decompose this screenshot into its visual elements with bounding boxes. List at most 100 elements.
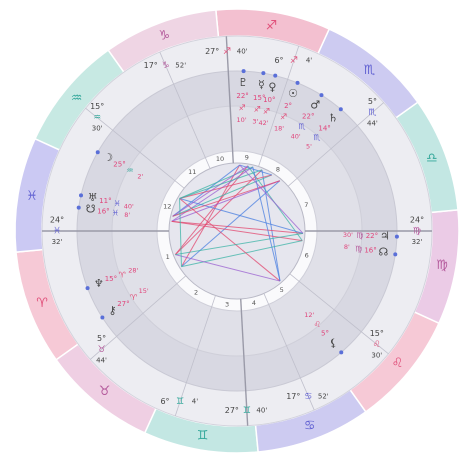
planet-sign: ♓	[112, 209, 119, 218]
planet-degree: 22°	[302, 112, 314, 120]
house-number: 10	[216, 155, 224, 163]
house-number: 2	[194, 289, 198, 297]
planet-minute: 15'	[139, 287, 149, 295]
sign-symbol: ♍	[436, 258, 448, 273]
aspect-line	[179, 198, 304, 234]
aspect-line	[261, 169, 281, 282]
planet-degree: 16°	[97, 207, 109, 215]
planet-degree: 14°	[318, 124, 330, 132]
planet-glyph: ♄	[328, 111, 338, 124]
planet-sign: ♏	[313, 133, 321, 142]
planet-glyph: ☽	[103, 151, 113, 164]
sign-symbol: ♈	[36, 296, 48, 311]
cusp-line	[289, 273, 389, 355]
planet-degree: 5°	[321, 329, 329, 337]
aspect-line	[252, 166, 281, 282]
planet-sign: ♐	[254, 105, 261, 114]
aspect-line	[174, 165, 249, 255]
planet-glyph: ♂	[310, 98, 320, 111]
planet-minute: 5'	[306, 143, 312, 151]
aspect-line	[175, 169, 263, 255]
planet-degree: 15°	[253, 94, 265, 102]
planet-glyph: ♇	[238, 76, 248, 89]
planet-glyph: ♃	[380, 229, 390, 242]
sign-symbol: ♒	[71, 91, 83, 106]
planet-minute: 2'	[137, 172, 143, 180]
planet-minute: 3'	[252, 118, 258, 126]
sign-symbol: ♊	[197, 429, 209, 444]
planet-glyph: ☿	[258, 78, 265, 91]
planet-minute: 42'	[259, 119, 269, 127]
cusp-minute: 52'	[175, 62, 186, 70]
planet-sign: ♐	[263, 107, 270, 116]
aspect-line	[172, 165, 249, 217]
cusp-minute: 52'	[318, 392, 329, 400]
planet-marker	[100, 315, 105, 320]
planet-glyph: ⚷	[108, 304, 116, 317]
sign-symbol: ♑	[158, 29, 170, 44]
cusp-degree: 17°	[144, 61, 158, 70]
aspect-line	[179, 166, 253, 199]
planet-glyph: ⚸	[329, 336, 337, 349]
cusp-minute: 30'	[371, 351, 382, 359]
planet-glyph: ☊	[379, 246, 389, 259]
cusp-minute: 4'	[192, 398, 198, 406]
cusp-degree: 6°	[160, 397, 169, 406]
planet-marker	[339, 350, 344, 355]
cusp-degree: 27°	[225, 406, 239, 415]
cusp-line	[85, 107, 185, 189]
planet-sign: ♈	[130, 293, 137, 302]
planet-marker	[85, 286, 90, 291]
cusp-line	[90, 275, 187, 360]
planet-marker	[76, 205, 81, 210]
house-number: 3	[225, 300, 229, 308]
planet-minute: 40'	[124, 202, 134, 210]
planet-sign: ♍	[355, 244, 362, 253]
cusp-degree: 15°	[90, 102, 104, 111]
cusp-line	[287, 102, 384, 187]
sign-symbol: ♌	[392, 356, 404, 371]
aspect-line	[181, 180, 281, 268]
planet-sign: ♐	[238, 104, 245, 113]
planet-degree: 16°	[364, 247, 376, 255]
planet-sign: ♍	[356, 231, 363, 240]
planet-marker	[338, 107, 343, 112]
planet-glyph: ♀	[268, 80, 276, 93]
cusp-degree: 24°	[50, 216, 64, 225]
house-number: 1	[166, 253, 170, 261]
sign-symbol: ♐	[266, 18, 278, 33]
cusp-line	[225, 36, 234, 164]
planet-marker	[319, 93, 324, 98]
cusp-sign: ♍	[413, 227, 421, 237]
planet-sign: ♈	[119, 270, 126, 279]
cusp-sign: ♒	[93, 113, 101, 123]
planet-glyph: ♆	[94, 277, 104, 290]
planet-degree: 22°	[236, 92, 248, 100]
aspect-line	[239, 164, 304, 234]
aspect-line	[171, 220, 304, 234]
sign-symbol: ♎	[426, 151, 438, 166]
sign-symbol: ♉	[99, 384, 111, 399]
sign-symbol: ♓	[26, 189, 38, 204]
cusp-minute: 32'	[412, 238, 423, 246]
planet-minute: 8'	[344, 243, 350, 251]
cusp-sign: ♑	[162, 61, 170, 71]
planet-sign: ♐	[280, 113, 287, 122]
planet-sign: ♏	[298, 122, 306, 131]
cusp-minute: 30'	[92, 125, 103, 133]
cusp-degree: 6°	[274, 56, 283, 65]
zodiac-ring: ♈ ♉ ♊ ♋ ♌ ♍ ♎ ♏ ♐ ♑ ♒ ♓	[14, 8, 460, 454]
cusp-lines	[42, 36, 432, 426]
cusp-degree: 17°	[286, 392, 300, 401]
planet-degree: 25°	[113, 161, 125, 169]
cusp-minute: 32'	[52, 238, 63, 246]
house-number: 5	[280, 286, 284, 294]
aspect-lines	[171, 164, 304, 282]
cusp-degree: 24°	[410, 216, 424, 225]
planet-marker	[295, 80, 300, 85]
planet-degree: 27°	[117, 300, 129, 308]
planet-glyph: ☋	[86, 202, 96, 215]
planet-minute: 30'	[343, 231, 353, 239]
